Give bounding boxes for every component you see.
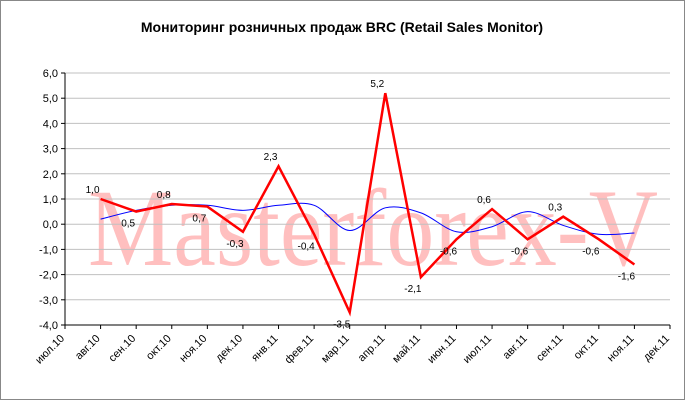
y-tick-label: -2,0 [39, 270, 58, 282]
data-label: -1,6 [618, 272, 636, 283]
y-tick-label: -1,0 [39, 244, 58, 256]
y-tick-label: 4,0 [43, 118, 58, 130]
data-label: 0,5 [121, 219, 135, 230]
data-label: -0,6 [440, 246, 458, 257]
data-label: -0,4 [298, 241, 316, 252]
data-label: 0,3 [548, 203, 562, 214]
watermark: Masterforex-V [88, 167, 658, 289]
y-tick-label: 0,0 [43, 219, 58, 231]
data-label: 0,6 [477, 195, 491, 206]
chart-title: Мониторинг розничных продаж BRC (Retail … [141, 19, 543, 35]
data-label: 2,3 [264, 152, 278, 163]
data-label: 0,8 [157, 190, 171, 201]
y-tick-label: 6,0 [43, 68, 58, 80]
y-tick-label: 2,0 [43, 169, 58, 181]
data-label: -0,6 [582, 246, 600, 257]
data-label: 5,2 [370, 79, 384, 90]
series-line [100, 92, 636, 317]
data-label: -0,3 [226, 239, 244, 250]
data-label: 1,0 [86, 185, 100, 196]
data-label: -3,5 [333, 319, 351, 330]
data-label: -2,1 [404, 284, 422, 295]
y-tick-label: -4,0 [39, 320, 58, 332]
data-label: 0,7 [192, 214, 206, 225]
data-label: -0,6 [511, 246, 529, 257]
y-tick-label: 5,0 [43, 93, 58, 105]
y-tick-label: -3,0 [39, 295, 58, 307]
y-tick-label: 1,0 [43, 194, 58, 206]
y-tick-label: 3,0 [43, 144, 58, 156]
